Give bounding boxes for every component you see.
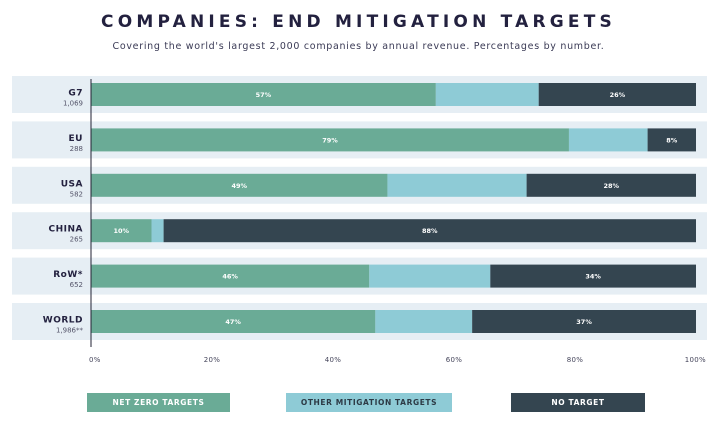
bar-value-label: 49% xyxy=(231,182,247,190)
x-tick-label: 0% xyxy=(89,356,101,364)
category-label: G7 xyxy=(68,89,83,99)
category-label: USA xyxy=(61,179,83,189)
x-tick-label: 60% xyxy=(446,356,463,364)
x-tick-label: 40% xyxy=(325,356,342,364)
bar-segment xyxy=(490,264,696,288)
legend-item: NET ZERO TARGETS xyxy=(87,393,230,412)
category-count: 1,986** xyxy=(56,327,84,335)
legend-item: NO TARGET xyxy=(511,393,645,412)
bar-value-label: 28% xyxy=(604,182,620,190)
category-count: 288 xyxy=(70,145,83,153)
bar-value-label: 79% xyxy=(322,136,338,144)
bar-value-label: 46% xyxy=(222,273,238,281)
bar-value-label: 26% xyxy=(610,91,626,99)
bar-segment xyxy=(91,264,370,288)
bar-segment xyxy=(91,173,388,197)
bar-segment xyxy=(647,128,696,152)
chart-subtitle: Covering the world's largest 2,000 compa… xyxy=(112,41,605,52)
category-label: EU xyxy=(69,134,83,144)
bar-segment xyxy=(91,83,436,106)
bar-segment xyxy=(538,83,696,106)
bar-segment xyxy=(369,264,491,288)
category-label: CHINA xyxy=(49,225,83,235)
bar-segment xyxy=(151,219,164,243)
bar-segment xyxy=(526,173,696,197)
bar-value-labels: 57% 26% 79% 8% 49% 28% 10% 88% 46% 34% 47% 37% xyxy=(113,91,677,326)
category-count: 265 xyxy=(70,236,83,244)
bar-value-label: 88% xyxy=(422,227,438,235)
bar-value-label: 34% xyxy=(585,273,601,281)
bar-segment xyxy=(375,310,473,333)
bar-value-label: 47% xyxy=(225,318,241,326)
category-label: WORLD xyxy=(43,316,83,326)
bar-value-label: 10% xyxy=(113,227,129,235)
bar-value-label: 37% xyxy=(576,318,592,326)
bar-segment xyxy=(435,83,539,106)
bar-segment xyxy=(387,173,527,197)
bar-segment xyxy=(163,219,697,243)
category-count: 582 xyxy=(70,190,83,198)
bar-segment xyxy=(91,219,152,243)
row-bands xyxy=(12,76,707,340)
bars-group xyxy=(91,83,697,333)
bar-segment xyxy=(472,310,696,333)
bar-segment xyxy=(568,128,648,152)
category-count: 1,069 xyxy=(63,100,83,108)
bar-value-label: 57% xyxy=(256,91,272,99)
x-tick-label: 100% xyxy=(685,356,706,364)
x-axis-ticks: 0% 20% 40% 60% 80% 100% xyxy=(89,356,706,364)
chart-title: COMPANIES: END MITIGATION TARGETS xyxy=(101,12,616,32)
category-count: 652 xyxy=(70,281,83,289)
legend-item: OTHER MITIGATION TARGETS xyxy=(286,393,452,412)
bar-value-label: 8% xyxy=(666,136,678,144)
category-label: RoW* xyxy=(53,270,83,280)
x-tick-label: 80% xyxy=(567,356,584,364)
bar-segment xyxy=(91,128,569,152)
x-tick-label: 20% xyxy=(204,356,221,364)
bar-segment xyxy=(91,310,376,333)
